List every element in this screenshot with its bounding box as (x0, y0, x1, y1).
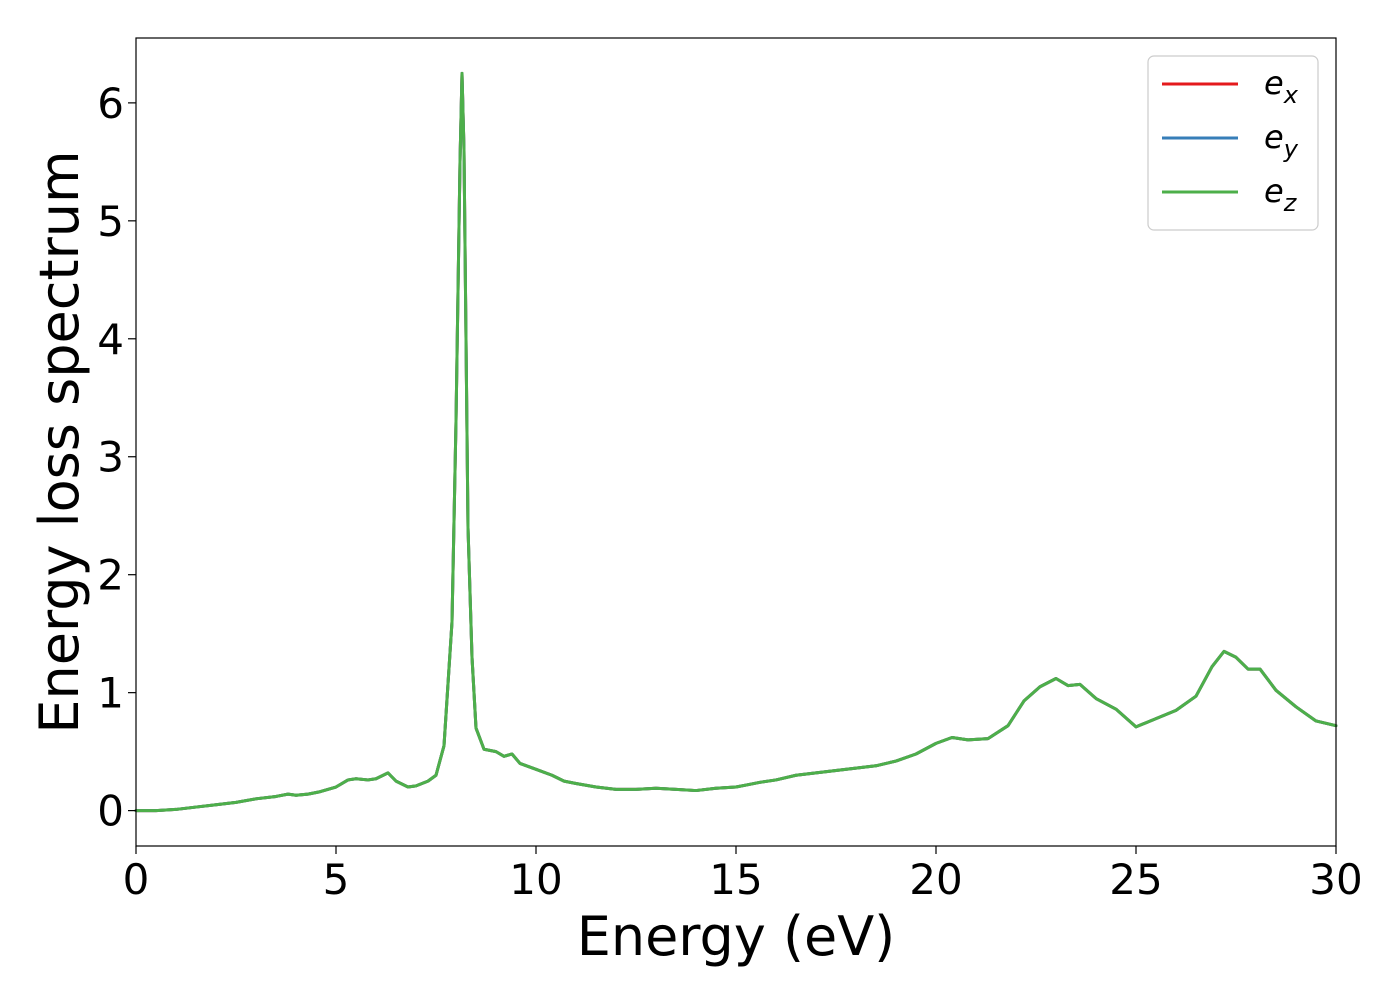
legend-label: ex (1264, 64, 1299, 109)
y-tick-label: 5 (97, 197, 124, 246)
y-tick-label: 1 (97, 669, 124, 718)
legend-label: ey (1264, 118, 1299, 163)
series-layer (134, 71, 1338, 813)
y-tick-label: 2 (97, 551, 124, 600)
legend-box (1147, 55, 1319, 231)
y-axis-title: Energy loss spectrum (28, 150, 91, 733)
y-tick-label: 0 (97, 787, 124, 836)
y-tick-label: 4 (97, 315, 124, 364)
x-tick-label: 15 (709, 855, 762, 904)
series-line-e-z (134, 71, 1338, 813)
legend: ex ey ez (1147, 55, 1319, 231)
x-tick-label: 0 (123, 855, 150, 904)
x-tick-label: 5 (323, 855, 350, 904)
x-tick-label: 10 (509, 855, 562, 904)
y-tick-label: 3 (97, 433, 124, 482)
x-tick-label: 20 (909, 855, 962, 904)
y-axis: 0 1 2 3 4 5 6 (97, 79, 136, 836)
x-tick-label: 30 (1309, 855, 1362, 904)
x-tick-label: 25 (1109, 855, 1162, 904)
y-tick-label: 6 (97, 79, 124, 128)
legend-label: ez (1264, 172, 1298, 217)
x-axis: 0 5 10 15 20 25 30 (123, 846, 1363, 904)
x-axis-title: Energy (eV) (577, 905, 896, 968)
